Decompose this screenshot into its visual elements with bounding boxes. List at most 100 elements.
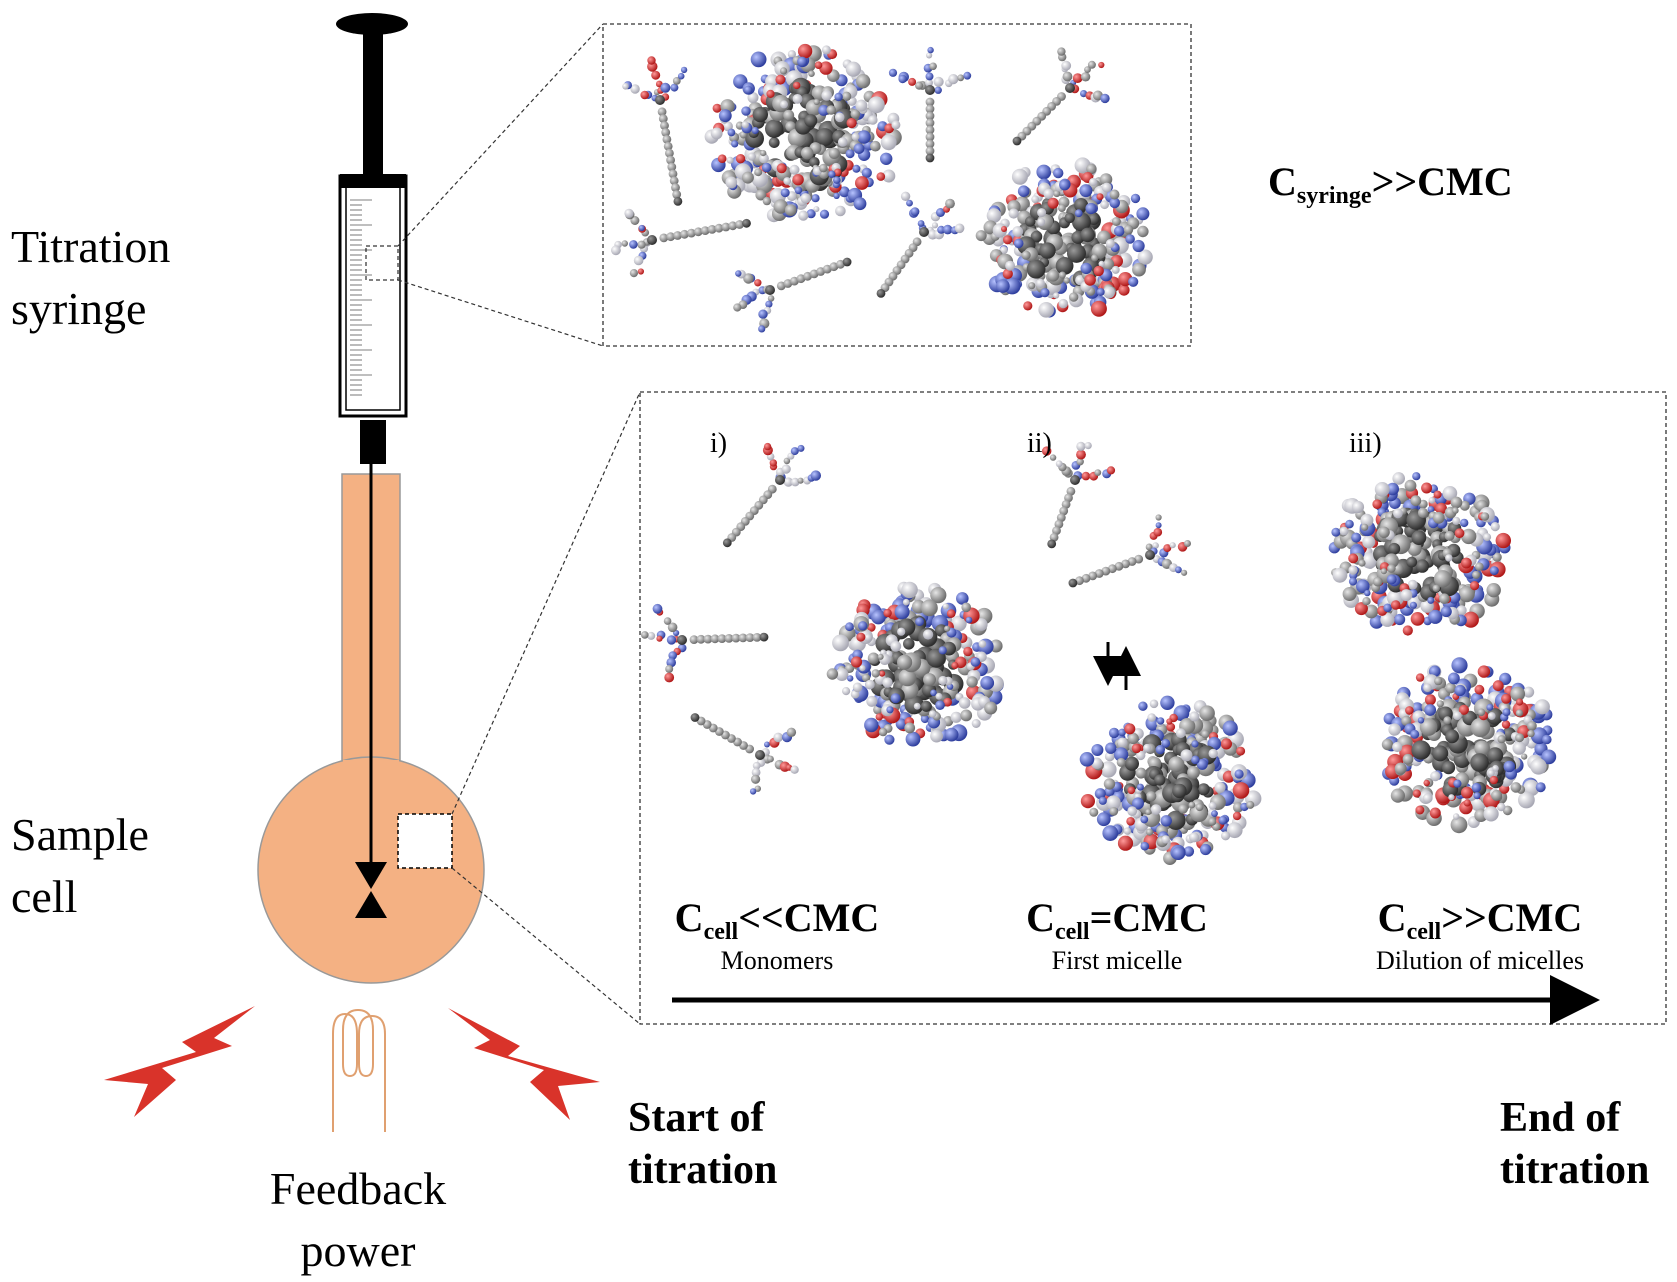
atom: [1098, 796, 1107, 805]
atom: [1458, 704, 1469, 715]
atom: [1456, 605, 1467, 616]
monomer: [690, 713, 799, 795]
atom: [1132, 262, 1146, 277]
atom: [1098, 61, 1105, 69]
atom: [1080, 262, 1092, 275]
atom: [974, 618, 988, 631]
atom: [1501, 720, 1511, 729]
atom: [797, 477, 804, 484]
atom: [1128, 276, 1139, 287]
atom: [1354, 602, 1368, 616]
atom: [1407, 541, 1422, 556]
atom: [855, 99, 868, 112]
atom: [1171, 846, 1186, 860]
start-of-titration-label: Start of titration: [628, 1092, 777, 1196]
atom: [1094, 469, 1102, 476]
atom: [837, 137, 848, 147]
atom: [811, 194, 820, 203]
atom: [768, 137, 780, 149]
atom: [847, 675, 854, 682]
atom: [1487, 712, 1496, 720]
atom: [1410, 612, 1425, 626]
atom: [793, 81, 801, 90]
atom: [1155, 744, 1166, 755]
atom: [1232, 782, 1250, 799]
atom: [1445, 729, 1459, 744]
atom: [923, 673, 936, 687]
atom: [929, 62, 937, 71]
atom: [1102, 825, 1119, 841]
atom: [1196, 758, 1208, 770]
atom: [1394, 613, 1406, 626]
atom: [832, 634, 849, 652]
atom: [956, 592, 969, 605]
atom: [1518, 791, 1535, 809]
atom: [960, 709, 973, 722]
atom: [930, 729, 943, 743]
atom: [1410, 495, 1422, 507]
monomer: [733, 257, 852, 333]
atom: [1415, 673, 1425, 682]
stage-ii-label: ii): [1027, 428, 1052, 459]
atom: [1497, 802, 1506, 812]
atom: [640, 90, 649, 100]
atom: [920, 714, 930, 724]
atom: [1380, 612, 1395, 627]
atom: [622, 83, 629, 90]
atom: [904, 722, 916, 734]
atom: [1042, 446, 1052, 456]
atom: [1401, 715, 1412, 727]
atom: [1040, 288, 1050, 298]
atom: [919, 227, 929, 237]
label-line: syringe: [11, 283, 147, 334]
atom: [935, 700, 945, 710]
atom: [901, 581, 918, 599]
atom: [1407, 579, 1418, 590]
atom: [1175, 728, 1186, 739]
atom: [835, 205, 846, 217]
atom: [1134, 554, 1144, 564]
atom: [1201, 729, 1210, 739]
atom: [1480, 512, 1490, 521]
atom: [1417, 717, 1425, 724]
atom: [846, 117, 857, 129]
atom: [803, 271, 812, 281]
atom: [749, 788, 757, 795]
label-line: power: [300, 1225, 416, 1276]
atom: [814, 61, 823, 69]
atom: [611, 245, 621, 256]
atom: [1418, 499, 1428, 509]
atom: [783, 477, 794, 487]
atom: [755, 189, 767, 201]
atom: [1487, 747, 1504, 764]
eq-rest: >>CMC: [1371, 159, 1513, 204]
atom: [852, 682, 863, 693]
atom: [1072, 212, 1091, 232]
atom: [1160, 695, 1175, 710]
atom: [647, 631, 656, 640]
atom: [1109, 189, 1120, 200]
atom: [1074, 198, 1089, 212]
atom: [1109, 197, 1120, 209]
atom: [666, 657, 676, 668]
atom: [1012, 136, 1022, 146]
atom: [1130, 193, 1141, 204]
atom: [1474, 740, 1490, 757]
atom: [1127, 806, 1138, 816]
atom: [1474, 684, 1485, 695]
atom: [1021, 250, 1031, 260]
atom: [917, 220, 925, 227]
atom: [1088, 571, 1098, 581]
atom: [865, 679, 875, 690]
atom: [808, 70, 815, 77]
atom: [900, 191, 911, 201]
atom: [895, 718, 907, 730]
atom: [1356, 579, 1370, 593]
atom: [1065, 83, 1075, 93]
atom: [1450, 496, 1463, 509]
atom: [1031, 195, 1040, 204]
atom: [638, 224, 645, 232]
atom: [1175, 566, 1182, 574]
atom: [780, 67, 788, 75]
atom: [897, 654, 913, 670]
